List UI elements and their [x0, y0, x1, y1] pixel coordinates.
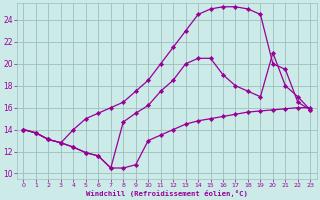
X-axis label: Windchill (Refroidissement éolien,°C): Windchill (Refroidissement éolien,°C)	[86, 190, 248, 197]
